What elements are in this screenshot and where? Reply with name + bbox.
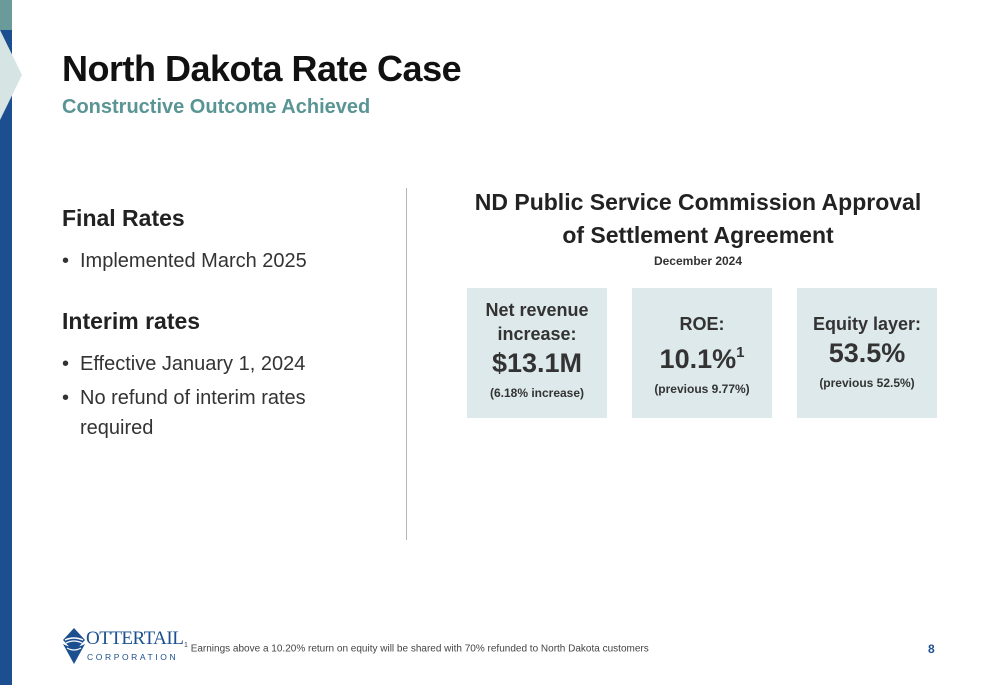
card-value: 10.1% bbox=[659, 344, 737, 374]
approval-title-line2: of Settlement Agreement bbox=[562, 222, 834, 248]
net-revenue-card: Net revenue increase: $13.1M (6.18% incr… bbox=[467, 288, 607, 418]
approval-date: December 2024 bbox=[653, 254, 743, 268]
interim-rates-heading: Interim rates bbox=[62, 308, 201, 334]
bullet-icon: • bbox=[62, 387, 70, 409]
footnote: 1 Earnings above a 10.20% return on equi… bbox=[184, 642, 649, 654]
card-value: 53.5% bbox=[828, 338, 906, 368]
bullet-icon: • bbox=[62, 250, 70, 272]
list-item: • No refund of interim rates required bbox=[62, 383, 382, 443]
card-note: (6.18% increase) bbox=[489, 386, 585, 400]
card-label: Equity layer: bbox=[812, 314, 922, 334]
bullet-text: No refund of interim rates required bbox=[80, 387, 306, 439]
footnote-marker: 1 bbox=[736, 344, 745, 361]
left-accent-bar-top bbox=[0, 0, 12, 30]
footnote-marker: 1 bbox=[184, 642, 188, 649]
card-note: (previous 52.5%) bbox=[819, 376, 915, 390]
equity-layer-card: Equity layer: 53.5% (previous 52.5%) bbox=[797, 288, 937, 418]
final-rates-heading: Final Rates bbox=[62, 205, 185, 231]
card-label-line2: increase: bbox=[497, 324, 577, 344]
footnote-text: Earnings above a 10.20% return on equity… bbox=[190, 643, 649, 655]
approval-title-line1: ND Public Service Commission Approval bbox=[474, 189, 922, 215]
page-subtitle: Constructive Outcome Achieved bbox=[62, 96, 371, 118]
bullet-icon: • bbox=[62, 353, 70, 375]
rates-section: Final Rates • Implemented March 2025 Int… bbox=[62, 205, 382, 447]
roe-card: ROE: 10.1%1 (previous 9.77%) bbox=[632, 288, 772, 418]
vertical-divider bbox=[406, 188, 407, 540]
list-item: • Implemented March 2025 bbox=[62, 246, 382, 276]
left-accent-bar bbox=[0, 0, 12, 685]
logo-corporation-text: CORPORATION bbox=[87, 652, 179, 662]
card-note: (previous 9.77%) bbox=[654, 382, 750, 396]
card-label: ROE: bbox=[679, 314, 725, 334]
page-title: North Dakota Rate Case bbox=[62, 48, 462, 89]
bullet-text: Effective January 1, 2024 bbox=[80, 353, 306, 375]
page-number: 8 bbox=[928, 642, 935, 656]
logo-wordmark: OTTERTAIL bbox=[86, 628, 184, 649]
bullet-text: Implemented March 2025 bbox=[80, 250, 307, 272]
card-label-line1: Net revenue bbox=[485, 300, 589, 320]
card-value-wrap: 10.1%1 bbox=[632, 336, 772, 376]
ottertail-logo-icon bbox=[63, 628, 85, 664]
approval-title: ND Public Service Commission Approval of… bbox=[470, 186, 926, 252]
chevron-decoration bbox=[0, 30, 22, 120]
card-value: $13.1M bbox=[491, 348, 583, 378]
list-item: • Effective January 1, 2024 bbox=[62, 349, 382, 379]
card-label: Net revenue increase: bbox=[467, 288, 607, 346]
